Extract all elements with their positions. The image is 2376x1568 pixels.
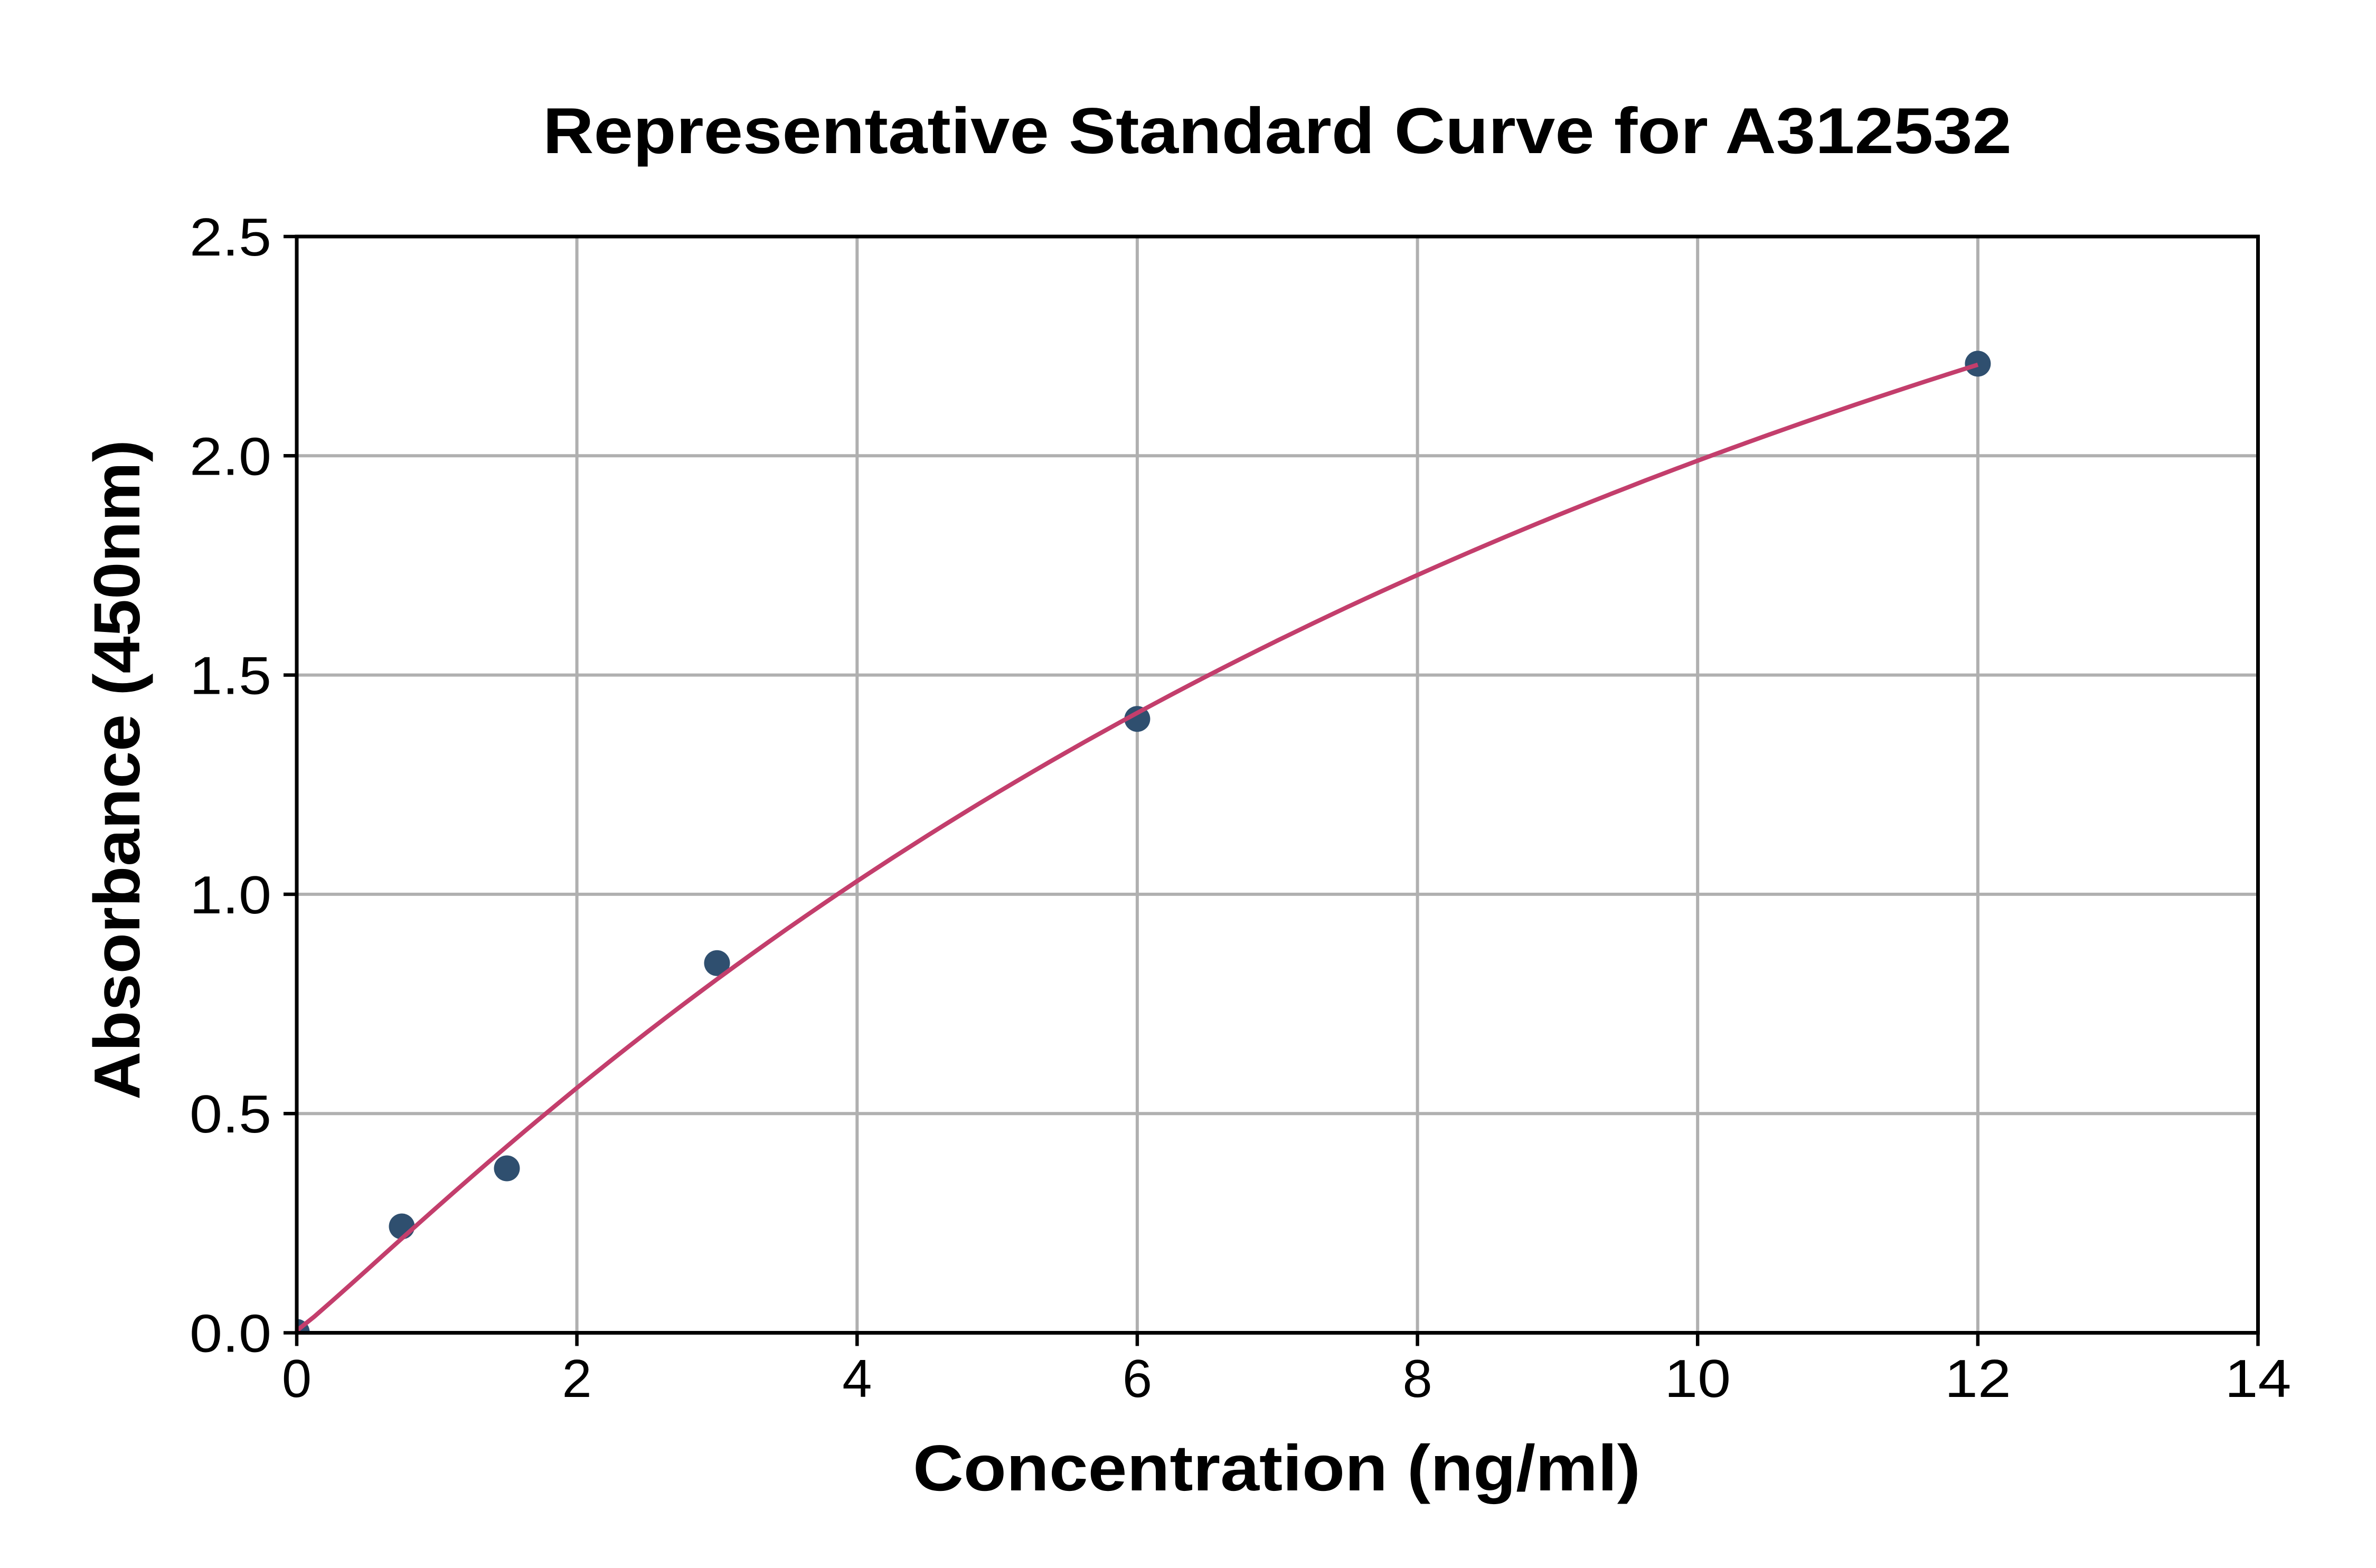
svg-text:8: 8 — [1403, 1349, 1432, 1409]
svg-text:Representative Standard Curve: Representative Standard Curve for A31253… — [543, 95, 2012, 167]
svg-text:0.0: 0.0 — [190, 1305, 271, 1364]
svg-text:Concentration (ng/ml): Concentration (ng/ml) — [913, 1432, 1640, 1505]
svg-text:12: 12 — [1945, 1349, 2011, 1409]
svg-text:Absorbance (450nm): Absorbance (450nm) — [81, 440, 154, 1100]
svg-text:10: 10 — [1664, 1349, 1731, 1409]
svg-text:2.0: 2.0 — [190, 427, 271, 486]
svg-text:2.5: 2.5 — [190, 208, 271, 267]
svg-text:1.0: 1.0 — [190, 866, 271, 925]
svg-text:0: 0 — [282, 1349, 312, 1409]
svg-text:1.5: 1.5 — [190, 647, 271, 706]
svg-text:0.5: 0.5 — [190, 1085, 271, 1144]
svg-text:4: 4 — [842, 1349, 872, 1409]
svg-text:14: 14 — [2225, 1349, 2292, 1409]
svg-text:2: 2 — [562, 1349, 592, 1409]
svg-text:6: 6 — [1123, 1349, 1152, 1409]
